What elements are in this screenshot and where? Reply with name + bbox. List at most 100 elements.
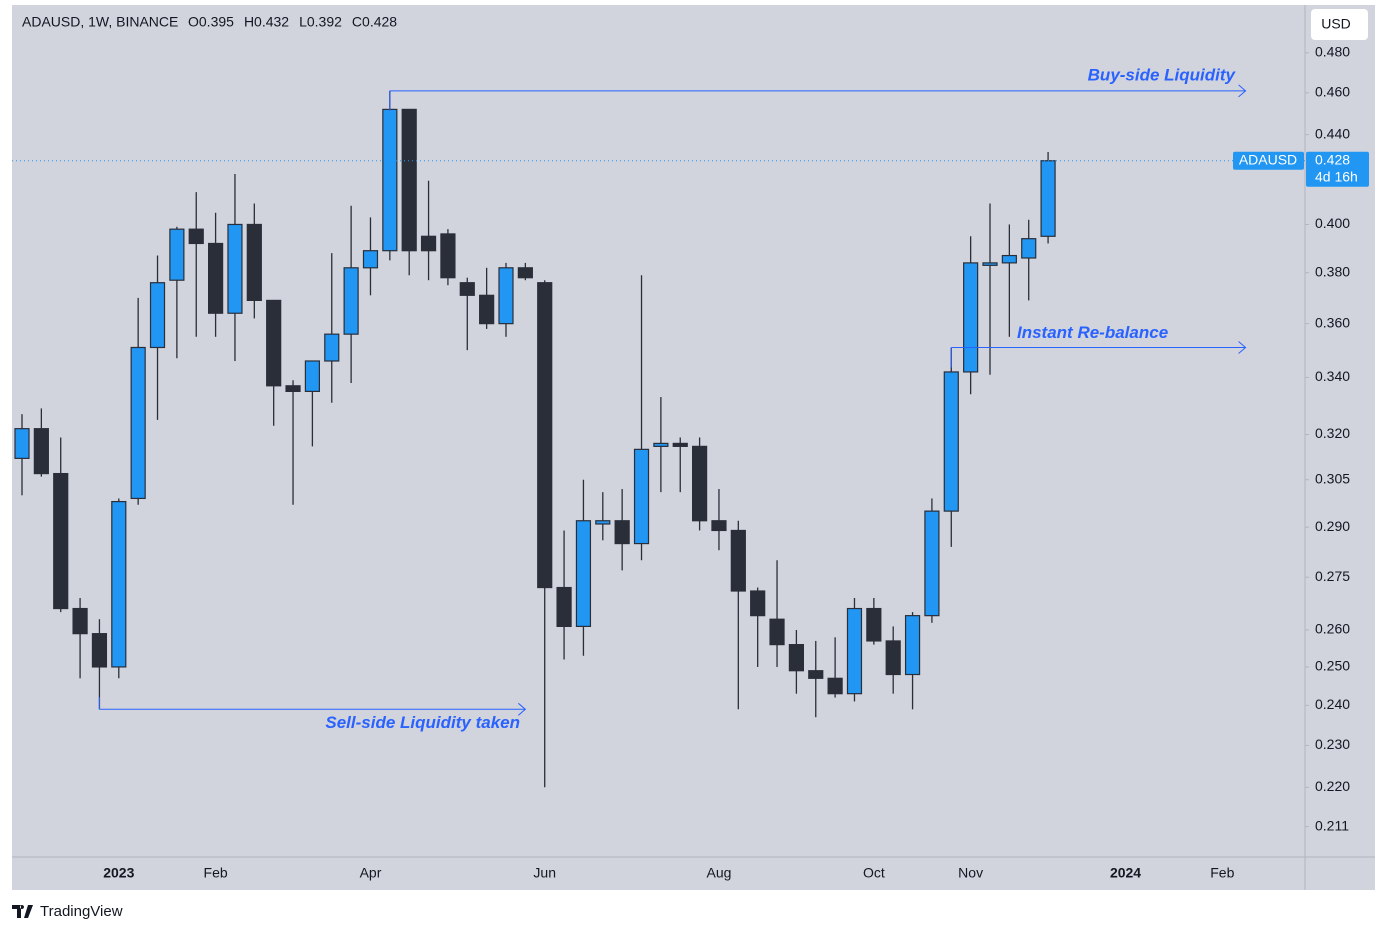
candle-body — [633, 448, 650, 545]
y-tick-label: 0.440 — [1315, 125, 1350, 141]
candle-body — [808, 670, 824, 679]
candle-body — [33, 428, 49, 475]
y-tick-label: 0.305 — [1315, 470, 1350, 486]
x-tick-label: Nov — [958, 865, 983, 881]
candle-body — [750, 590, 766, 617]
candle-body — [846, 607, 863, 695]
candle-body — [324, 333, 340, 362]
ohlc-value: H0.432 — [244, 14, 289, 30]
candle-body — [169, 228, 185, 281]
candle-body — [711, 520, 727, 532]
candle-body — [982, 262, 998, 266]
price-label: 0.428 — [1315, 151, 1350, 167]
y-tick-label: 0.320 — [1315, 425, 1350, 441]
candle-body — [653, 442, 669, 447]
candle-body — [459, 282, 475, 296]
brand: TradingView — [40, 903, 123, 920]
annotation-text: Buy-side Liquidity — [1088, 65, 1237, 84]
candle-body — [943, 371, 959, 512]
y-tick-label: 0.240 — [1315, 696, 1350, 712]
x-tick-label: 2023 — [103, 865, 134, 881]
annotation-arrow — [1238, 341, 1247, 354]
candle-body — [517, 267, 533, 279]
currency: USD — [1321, 16, 1351, 32]
y-tick-label: 0.230 — [1315, 736, 1350, 752]
candle-body — [72, 607, 88, 635]
candle-body — [769, 618, 785, 646]
candle-body — [440, 233, 456, 279]
candle-body — [343, 267, 359, 335]
candle-body — [130, 346, 146, 500]
candle-body — [498, 267, 514, 325]
candle-body — [575, 520, 592, 628]
countdown-label: 4d 16h — [1315, 168, 1358, 184]
candle-body — [904, 615, 921, 676]
candle-body — [672, 442, 688, 447]
y-tick-label: 0.211 — [1315, 817, 1349, 833]
ohlc-value: C0.428 — [352, 14, 397, 30]
candle-body — [924, 510, 940, 617]
candle-body — [227, 223, 243, 314]
symbol-title: ADAUSD, 1W, BINANCE — [22, 14, 178, 30]
annotation-text: Instant Re-balance — [1017, 323, 1168, 342]
candle-body — [730, 529, 746, 592]
y-tick-label: 0.250 — [1315, 658, 1350, 674]
candle-body — [188, 228, 204, 245]
candle-body — [963, 262, 979, 373]
symbol-label: ADAUSD — [1239, 151, 1297, 167]
candle-body — [14, 428, 30, 459]
brand-logo — [12, 905, 33, 918]
currency-box[interactable] — [1311, 9, 1368, 40]
x-tick-label: Aug — [706, 865, 731, 881]
annotation-text: Sell-side Liquidity taken — [325, 713, 520, 732]
candle-body — [827, 677, 843, 695]
candle-body — [91, 633, 108, 668]
candle-body — [479, 294, 495, 325]
candle-body — [266, 299, 282, 387]
candle-body — [1040, 160, 1056, 237]
price-label-bg — [1306, 151, 1369, 187]
y-tick-label: 0.290 — [1315, 518, 1350, 534]
candle-body — [866, 607, 882, 642]
candle-body — [53, 472, 69, 610]
y-tick-label: 0.460 — [1315, 84, 1350, 100]
candle-body — [246, 223, 262, 301]
candle-body — [614, 520, 630, 545]
annotation-arrow — [1238, 84, 1247, 98]
annotation-arrow — [518, 702, 527, 716]
y-tick-label: 0.340 — [1315, 368, 1350, 384]
y-tick-label: 0.480 — [1315, 44, 1350, 60]
candle-body — [401, 108, 417, 252]
candle-body — [208, 242, 224, 314]
x-tick-label: Feb — [204, 865, 228, 881]
candle-body — [1021, 238, 1037, 259]
candle-body — [885, 640, 901, 676]
candle-body — [111, 500, 127, 668]
y-tick-label: 0.260 — [1315, 621, 1350, 637]
candle-body — [595, 520, 611, 525]
x-tick-label: Apr — [360, 865, 382, 881]
y-tick-label: 0.220 — [1315, 778, 1350, 794]
y-tick-label: 0.380 — [1315, 263, 1350, 279]
x-tick-label: Oct — [863, 865, 885, 881]
y-tick-label: 0.275 — [1315, 568, 1350, 584]
candle-body — [556, 586, 572, 628]
candle-body — [362, 250, 379, 269]
x-tick-label: Feb — [1210, 865, 1234, 881]
candle-body — [149, 282, 166, 349]
x-tick-label: Jun — [533, 865, 556, 881]
symbol-label-bg — [1233, 151, 1304, 170]
candle-body — [304, 360, 320, 393]
candle-body — [691, 445, 708, 522]
candle-body — [1001, 254, 1017, 264]
candle-body — [420, 235, 437, 252]
x-tick-label: 2024 — [1110, 865, 1141, 881]
candle-body — [382, 108, 398, 252]
ohlc-value: O0.395 — [188, 14, 234, 30]
candle-body — [285, 385, 301, 393]
y-tick-label: 0.360 — [1315, 314, 1350, 330]
ohlc-value: L0.392 — [299, 14, 342, 30]
candle-body — [537, 282, 553, 589]
